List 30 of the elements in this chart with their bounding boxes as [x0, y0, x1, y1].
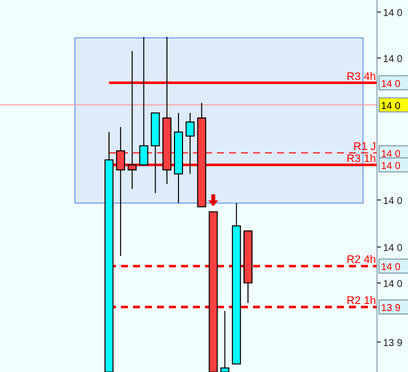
text: 14 0	[383, 279, 403, 290]
text: 13 9	[383, 338, 403, 349]
ref-line-label: R2 1h	[346, 294, 376, 307]
candlestick	[186, 112, 195, 174]
candlestick	[162, 36, 172, 184]
text: 14 0	[381, 148, 401, 160]
candlestick	[150, 112, 160, 194]
candlestick	[116, 126, 126, 257]
candlestick	[104, 132, 114, 372]
candlestick	[220, 310, 230, 372]
candlestick	[174, 112, 183, 204]
text: 14 0	[383, 8, 403, 19]
candlestick	[197, 102, 206, 208]
ref-line-label: R3 4h	[346, 70, 376, 83]
candlestick	[244, 230, 252, 304]
text: 14 0	[383, 196, 403, 207]
text: 14 0	[381, 78, 401, 90]
ref-line-label: R3 1h	[346, 152, 376, 165]
candlestick	[232, 202, 241, 364]
candlestick	[128, 50, 137, 190]
text: 14 0	[381, 262, 401, 274]
ref-line-label: R2 4h	[346, 254, 376, 266]
candlestick	[208, 211, 218, 372]
ref-line-label: R1 J	[353, 140, 376, 153]
candlestick	[139, 36, 148, 166]
text: 14 0	[383, 243, 403, 254]
text: 14 0	[381, 160, 401, 172]
text: 14 0	[383, 54, 403, 65]
text: 14 0	[381, 100, 401, 112]
text: 13 9	[381, 302, 401, 314]
